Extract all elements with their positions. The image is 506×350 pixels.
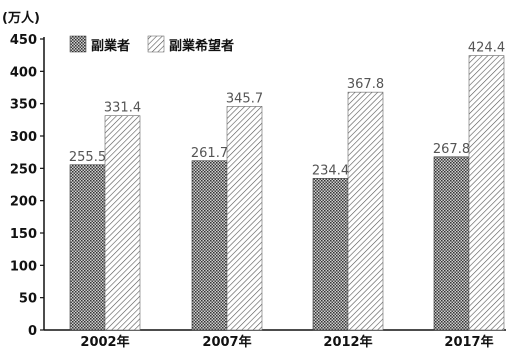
legend-label-副業者: 副業者 [91,38,130,54]
data-label: 331.4 [104,101,141,116]
data-label: 345.7 [226,91,263,106]
bar-副業者-2012年 [312,178,349,331]
y-axis: 0 50 100 150 200 250 300 350 400 450 [10,33,506,339]
y-tick-label: 300 [10,130,37,145]
y-tick-label: 250 [10,162,37,177]
bar-副業希望者-2012年 [347,91,384,331]
y-tick-label: 0 [28,324,37,339]
data-label: 261.7 [191,146,228,161]
y-tick-label: 50 [19,292,37,307]
y-tick-label: 400 [10,65,37,80]
x-tick-label: 2012年 [323,334,372,350]
bar-副業者-2017年 [433,156,470,331]
x-tick-label: 2007年 [202,334,251,350]
y-tick-label: 150 [10,227,37,242]
data-label: 255.5 [69,150,106,165]
y-tick-label: 450 [10,33,37,48]
data-label: 367.8 [347,77,384,92]
legend-swatch-副業希望者 [147,35,165,53]
y-tick-label: 100 [10,259,37,274]
data-label: 234.4 [312,163,349,178]
bar-副業者-2007年 [191,160,228,331]
legend: 副業者 副業希望者 [69,35,234,54]
y-unit-label: (万人) [2,10,40,26]
bar-副業希望者-2007年 [226,106,263,331]
value-labels: 255.5 331.4 261.7 345.7 234.4 367.8 267.8 424.4 [69,41,505,179]
bar-副業者-2002年 [69,164,106,331]
x-tick-label: 2017年 [444,334,493,350]
bars [69,55,505,331]
bar-副業希望者-2002年 [104,115,141,331]
y-tick-label: 200 [10,195,37,210]
legend-label-副業希望者: 副業希望者 [169,38,234,54]
x-tick-label: 2002年 [80,334,129,350]
bar-副業希望者-2017年 [468,55,505,331]
y-tick-label: 350 [10,98,37,113]
legend-swatch-副業者 [69,35,87,53]
x-axis-labels: 2002年 2007年 2012年 2017年 [80,334,493,350]
data-label: 424.4 [468,41,505,56]
data-label: 267.8 [433,142,470,157]
